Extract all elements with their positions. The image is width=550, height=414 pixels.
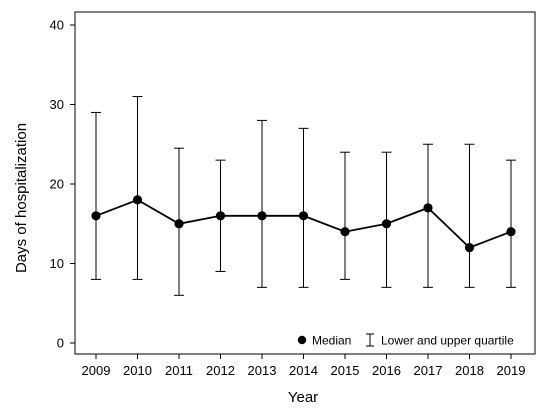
quartile-error-bar bbox=[91, 111, 101, 280]
median-point bbox=[506, 227, 516, 237]
quartile-error-bar bbox=[506, 159, 516, 288]
x-tick-label: 2019 bbox=[497, 363, 526, 378]
legend-quartile-marker bbox=[366, 333, 374, 347]
legend-median-marker bbox=[297, 335, 307, 345]
median-point bbox=[257, 211, 267, 221]
x-tick-label: 2011 bbox=[165, 363, 193, 378]
y-tick-label: 40 bbox=[50, 18, 64, 33]
y-tick-label: 30 bbox=[50, 97, 64, 112]
median-point bbox=[340, 227, 350, 237]
x-tick-label: 2012 bbox=[206, 363, 235, 378]
legend-quartile-label: Lower and upper quartile bbox=[381, 334, 514, 348]
y-axis-title: Days of hospitalization bbox=[13, 123, 30, 273]
y-tick-label: 10 bbox=[50, 256, 64, 271]
x-tick-label: 2018 bbox=[455, 363, 484, 378]
legend: Median Lower and upper quartile bbox=[297, 333, 514, 348]
median-point bbox=[91, 211, 101, 221]
median-point bbox=[464, 243, 475, 253]
x-tick-label: 2017 bbox=[414, 363, 443, 378]
x-tick-label: 2009 bbox=[82, 363, 111, 378]
median-point bbox=[215, 211, 226, 221]
quartile-error-bar bbox=[423, 143, 433, 288]
x-tick-label: 2013 bbox=[248, 363, 277, 378]
quartile-error-bar bbox=[132, 96, 143, 280]
y-axis: 0 10 20 30 40 bbox=[50, 18, 75, 351]
x-tick-label: 2014 bbox=[289, 363, 318, 378]
quartile-error-bar bbox=[340, 151, 350, 280]
y-tick-label: 20 bbox=[50, 177, 64, 192]
median-point bbox=[423, 203, 433, 213]
x-axis: 2009 2010 2011 2012 2013 2014 2015 2016 2017 2018… bbox=[82, 354, 526, 378]
legend-median-label: Median bbox=[312, 334, 351, 348]
median-point bbox=[298, 211, 309, 221]
quartile-error-bar bbox=[298, 127, 309, 288]
x-tick-label: 2016 bbox=[372, 363, 401, 378]
quartile-error-bar bbox=[257, 119, 267, 288]
quartile-error-bar bbox=[464, 143, 475, 288]
plot-frame bbox=[74, 11, 536, 355]
median-point bbox=[174, 219, 184, 229]
y-tick-label: 0 bbox=[57, 336, 64, 351]
x-tick-label: 2010 bbox=[123, 363, 152, 378]
x-tick-label: 2015 bbox=[331, 363, 360, 378]
error-bars bbox=[91, 96, 516, 296]
median-point bbox=[132, 195, 143, 205]
x-axis-title: Year bbox=[288, 389, 318, 406]
median-points bbox=[91, 195, 516, 253]
median-point bbox=[381, 219, 392, 229]
